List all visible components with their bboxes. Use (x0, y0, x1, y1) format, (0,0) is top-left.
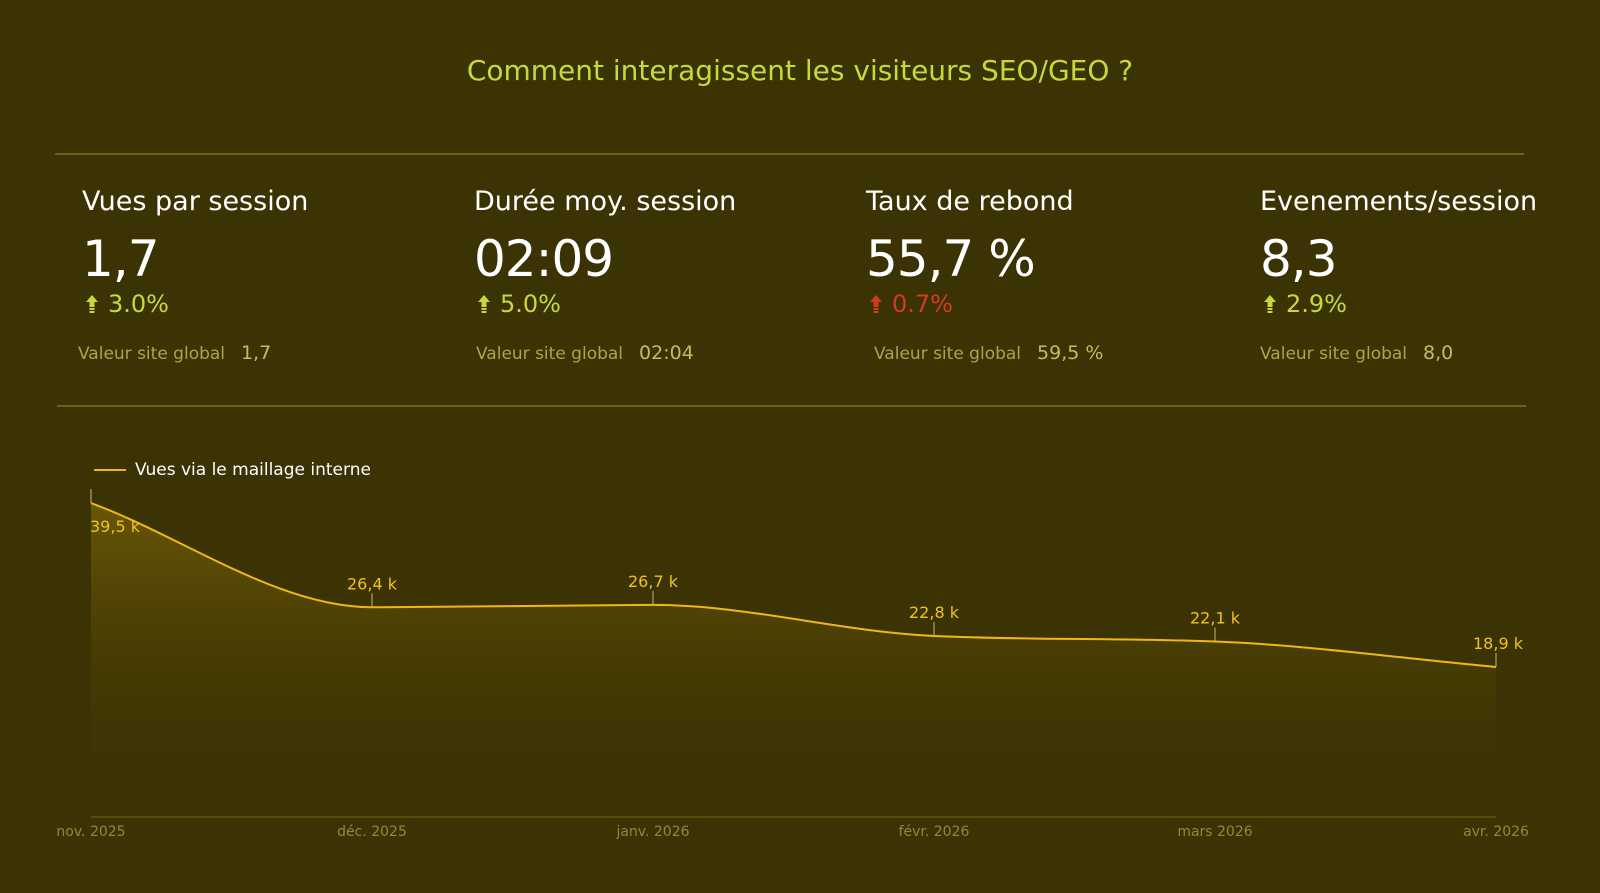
kpi-value: 8,3 (1260, 230, 1338, 288)
data-label: 26,7 k (628, 572, 679, 591)
kpi-delta: 2.9% (1260, 290, 1347, 318)
kpi-events-per-session: Evenements/session 8,3 2.9% Valeur site … (1260, 186, 1600, 366)
kpi-global: Valeur site global 02:04 (476, 342, 694, 364)
x-tick-label: mars 2026 (1177, 824, 1252, 840)
data-label: 26,4 k (347, 574, 398, 593)
data-label: 39,5 k (90, 517, 141, 536)
kpi-bounce-rate: Taux de rebond 55,7 % 0.7% Valeur site g… (866, 186, 1226, 366)
series-area (91, 503, 1496, 817)
kpi-label: Taux de rebond (866, 186, 1074, 217)
kpi-global-label: Valeur site global (874, 344, 1022, 364)
kpi-delta: 3.0% (82, 290, 169, 318)
kpi-global: Valeur site global 59,5 % (874, 342, 1103, 364)
kpi-global-label: Valeur site global (1260, 344, 1408, 364)
kpi-views-per-session: Vues par session 1,7 3.0% Valeur site gl… (78, 186, 442, 366)
kpi-value: 02:09 (474, 230, 614, 288)
kpi-delta-value: 5.0% (500, 290, 561, 318)
data-label: 22,1 k (1190, 609, 1241, 628)
chart-legend: Vues via le maillage interne (94, 460, 371, 480)
legend-label: Vues via le maillage interne (135, 460, 371, 480)
kpi-global-value: 02:04 (639, 342, 694, 364)
kpi-value: 1,7 (82, 230, 160, 288)
data-label: 22,8 k (909, 603, 960, 622)
x-tick-label: févr. 2026 (899, 824, 970, 840)
arrow-up-icon (478, 295, 490, 313)
arrow-up-icon (870, 295, 882, 313)
kpi-global-value: 1,7 (241, 342, 272, 364)
kpi-delta-value: 2.9% (1286, 290, 1347, 318)
kpi-label: Vues par session (82, 186, 309, 217)
kpi-label: Durée moy. session (474, 186, 737, 217)
kpi-delta: 0.7% (866, 290, 953, 318)
kpi-delta: 5.0% (474, 290, 561, 318)
series-line (90, 502, 1497, 668)
x-tick-label: nov. 2025 (56, 824, 125, 840)
kpi-global-label: Valeur site global (476, 344, 624, 364)
x-tick-label: déc. 2025 (337, 824, 407, 840)
data-label: 18,9 k (1473, 634, 1524, 653)
arrow-up-icon (1264, 295, 1276, 313)
kpi-global-label: Valeur site global (78, 344, 226, 364)
kpi-delta-value: 3.0% (108, 290, 169, 318)
page-title: Comment interagissent les visiteurs SEO/… (466, 54, 1134, 87)
kpi-global-value: 8,0 (1423, 342, 1454, 364)
kpi-global: Valeur site global 1,7 (78, 342, 271, 364)
x-tick-label: avr. 2026 (1463, 824, 1529, 840)
kpi-value: 55,7 % (866, 230, 1036, 288)
x-tick-label: janv. 2026 (615, 824, 689, 840)
legend-swatch (94, 469, 126, 471)
arrow-up-icon (86, 295, 98, 313)
kpi-label: Evenements/session (1260, 186, 1538, 217)
kpi-avg-session-duration: Durée moy. session 02:09 5.0% Valeur sit… (474, 186, 834, 366)
kpi-global: Valeur site global 8,0 (1260, 342, 1453, 364)
bottom-divider (57, 405, 1526, 407)
kpi-delta-value: 0.7% (892, 290, 953, 318)
top-divider (55, 153, 1524, 155)
kpi-global-value: 59,5 % (1037, 342, 1104, 364)
